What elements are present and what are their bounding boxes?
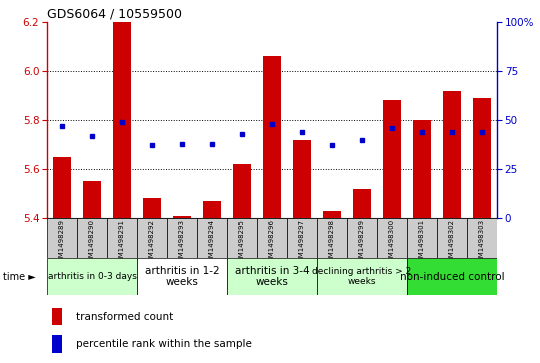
Bar (467, 218, 497, 258)
Bar (83, 181, 101, 218)
Text: GSM1498297: GSM1498297 (299, 219, 305, 266)
Text: arthritis in 1-2
weeks: arthritis in 1-2 weeks (145, 266, 219, 287)
Text: GSM1498296: GSM1498296 (269, 219, 275, 266)
Text: arthritis in 3-4
weeks: arthritis in 3-4 weeks (235, 266, 309, 287)
Bar (227, 218, 257, 258)
Text: declining arthritis > 2
weeks: declining arthritis > 2 weeks (312, 267, 411, 286)
Text: GSM1498293: GSM1498293 (179, 219, 185, 266)
Text: GSM1498292: GSM1498292 (149, 219, 155, 266)
Bar (407, 218, 437, 258)
Bar (347, 218, 377, 258)
Bar (317, 218, 347, 258)
Bar (203, 201, 221, 218)
Text: time ►: time ► (3, 272, 36, 281)
Bar (407, 258, 497, 295)
Text: GDS6064 / 10559500: GDS6064 / 10559500 (47, 8, 182, 21)
Bar (437, 218, 467, 258)
Bar (173, 216, 191, 218)
Text: percentile rank within the sample: percentile rank within the sample (76, 339, 252, 349)
Bar (263, 56, 281, 218)
Bar (113, 22, 131, 218)
Bar (473, 98, 491, 218)
Bar (287, 218, 317, 258)
Text: GSM1498303: GSM1498303 (479, 219, 485, 266)
Text: GSM1498299: GSM1498299 (359, 219, 365, 266)
Text: GSM1498294: GSM1498294 (209, 219, 215, 266)
Text: GSM1498295: GSM1498295 (239, 219, 245, 266)
Text: non-induced control: non-induced control (400, 272, 504, 281)
Text: GSM1498298: GSM1498298 (329, 219, 335, 266)
Bar (143, 199, 161, 218)
Text: transformed count: transformed count (76, 311, 173, 322)
Bar (293, 140, 311, 218)
Bar (257, 218, 287, 258)
Text: GSM1498301: GSM1498301 (419, 219, 425, 266)
Bar (51, 307, 63, 325)
Text: GSM1498302: GSM1498302 (449, 219, 455, 266)
Bar (233, 164, 251, 218)
Bar (137, 258, 227, 295)
Text: arthritis in 0-3 days: arthritis in 0-3 days (48, 272, 137, 281)
Bar (377, 218, 407, 258)
Bar (443, 91, 461, 218)
Bar (47, 258, 137, 295)
Bar (413, 120, 431, 218)
Bar (51, 335, 63, 352)
Text: GSM1498291: GSM1498291 (119, 219, 125, 266)
Bar (53, 157, 71, 218)
Bar (167, 218, 197, 258)
Bar (137, 218, 167, 258)
Bar (197, 218, 227, 258)
Bar (77, 218, 107, 258)
Bar (107, 218, 137, 258)
Text: GSM1498289: GSM1498289 (59, 219, 65, 266)
Bar (227, 258, 317, 295)
Text: GSM1498290: GSM1498290 (89, 219, 95, 266)
Bar (383, 101, 401, 218)
Text: GSM1498300: GSM1498300 (389, 219, 395, 266)
Bar (323, 211, 341, 218)
Bar (47, 218, 77, 258)
Bar (317, 258, 407, 295)
Bar (353, 189, 371, 218)
